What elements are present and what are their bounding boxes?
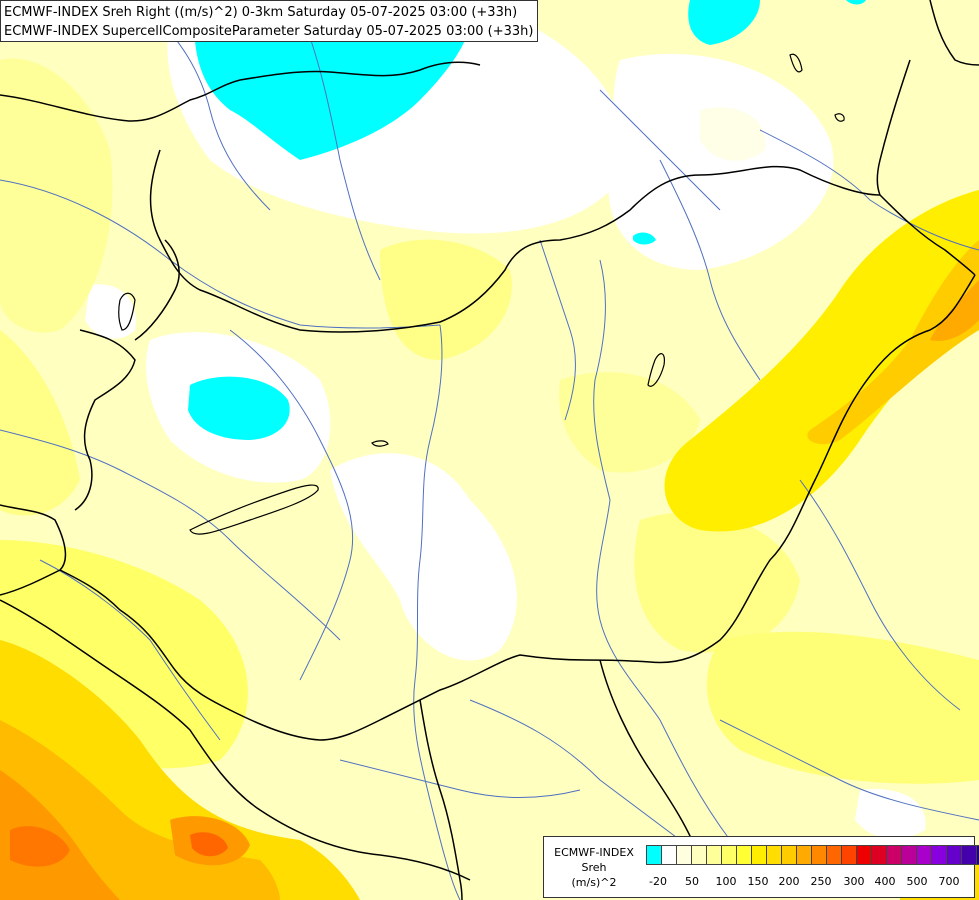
- legend-tick-label: 400: [874, 875, 896, 888]
- legend-tick-label: 200: [778, 875, 800, 888]
- legend-swatch: [661, 845, 677, 865]
- legend-tick-label: 150: [747, 875, 769, 888]
- legend-swatch: [721, 845, 737, 865]
- map-title-box: ECMWF-INDEX Sreh Right ((m/s)^2) 0-3km S…: [0, 0, 538, 42]
- legend-swatch: [781, 845, 797, 865]
- legend-swatch: [706, 845, 722, 865]
- legend-swatch: [886, 845, 902, 865]
- legend-tick-label: 100: [715, 875, 737, 888]
- legend-swatch: [676, 845, 692, 865]
- legend-swatch: [946, 845, 962, 865]
- legend-swatch: [931, 845, 947, 865]
- legend-swatch: [841, 845, 857, 865]
- legend-tick-label: 300: [843, 875, 865, 888]
- legend-title-line-3: (m/s)^2: [571, 876, 617, 889]
- legend-swatch: [961, 845, 977, 865]
- color-legend: ECMWF-INDEX Sreh (m/s)^2 -20 50 100 150 200 2…: [543, 836, 979, 898]
- legend-swatch: [871, 845, 887, 865]
- legend-swatch: [901, 845, 917, 865]
- legend-title-line-1: ECMWF-INDEX: [554, 846, 634, 859]
- title-line-1: ECMWF-INDEX Sreh Right ((m/s)^2) 0-3km S…: [4, 5, 518, 20]
- legend-swatch: [646, 845, 662, 865]
- legend-tick-labels: -20 50 100 150 200 250 300 400 500 700: [646, 875, 976, 891]
- legend-swatch: [691, 845, 707, 865]
- legend-swatch: [916, 845, 932, 865]
- legend-swatch: [796, 845, 812, 865]
- legend-tick-label: 700: [938, 875, 960, 888]
- legend-title: ECMWF-INDEX Sreh (m/s)^2: [546, 845, 642, 890]
- moderate-sreh-areas: [0, 58, 979, 784]
- legend-tick-label: 250: [810, 875, 832, 888]
- legend-tick-label: 500: [906, 875, 928, 888]
- legend-swatch: [976, 845, 979, 865]
- title-line-2: ECMWF-INDEX SupercellCompositeParameter …: [4, 24, 534, 39]
- legend-swatch: [736, 845, 752, 865]
- legend-swatch: [826, 845, 842, 865]
- legend-swatch: [811, 845, 827, 865]
- legend-tick-label: -20: [649, 875, 667, 888]
- legend-title-line-2: Sreh: [581, 861, 607, 874]
- legend-swatch: [856, 845, 872, 865]
- legend-swatch: [766, 845, 782, 865]
- legend-color-bar: [646, 845, 979, 865]
- legend-swatch: [751, 845, 767, 865]
- legend-tick-label: 50: [685, 875, 699, 888]
- lakes: [118, 53, 845, 535]
